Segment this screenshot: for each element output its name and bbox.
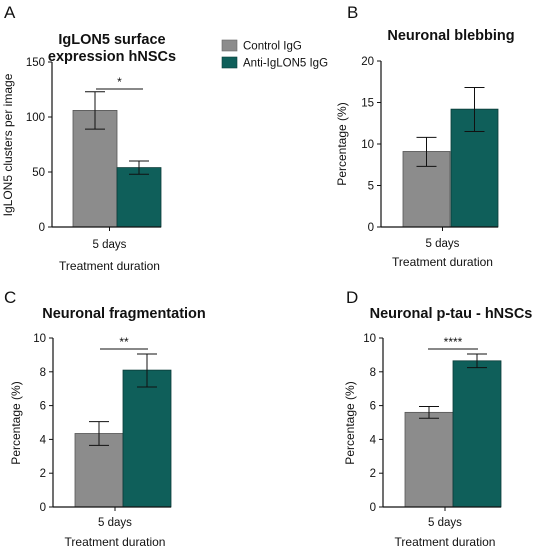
y-tick-label-a: 0 (39, 222, 45, 234)
y-tick-label-c: 0 (40, 502, 46, 514)
y-tick-label-d: 10 (363, 333, 376, 345)
significance-label-d: **** (444, 335, 463, 349)
legend-swatch-anti-iglon5 (221, 56, 238, 69)
y-axis-label-d: Percentage (%) (343, 381, 357, 464)
y-tick-label-a: 100 (26, 112, 45, 124)
y-tick-label-c: 8 (40, 367, 46, 379)
y-axis-label-c: Percentage (%) (9, 381, 23, 464)
x-tick-label-b: 5 days (426, 238, 460, 250)
panel-b: B Neuronal blebbing 0 5 10 15 20 5 days Treatmen… (335, 3, 515, 269)
y-tick-label-d: 6 (370, 401, 376, 413)
y-tick-label-c: 2 (40, 468, 46, 480)
x-axis-label-a: Treatment duration (59, 259, 160, 273)
y-tick-label-b: 0 (368, 222, 374, 234)
y-tick-label-a: 50 (32, 167, 45, 179)
y-tick-label-b: 20 (361, 56, 374, 68)
bar-control-d (404, 411, 454, 508)
y-tick-label-c: 10 (33, 333, 46, 345)
y-tick-label-d: 4 (370, 434, 377, 446)
legend-swatch-control (221, 39, 238, 52)
panel-letter-c: C (4, 288, 16, 307)
x-axis-label-d: Treatment duration (395, 535, 496, 549)
bar-anti-iglon5-d (452, 360, 502, 508)
y-axis-label-a: IgLON5 clusters per image (1, 73, 15, 216)
x-axis-label-b: Treatment duration (392, 255, 493, 269)
y-tick-label-d: 0 (370, 502, 376, 514)
chart-title-d: Neuronal p-tau - hNSCs (370, 306, 533, 322)
bar-anti-iglon5-a (116, 167, 162, 228)
chart-title-c: Neuronal fragmentation (42, 306, 206, 322)
y-tick-label-c: 4 (40, 434, 47, 446)
legend: Control IgG Anti-IgLON5 IgG (221, 39, 328, 70)
y-tick-label-b: 15 (361, 98, 374, 110)
x-axis-label-c: Treatment duration (65, 535, 166, 549)
legend-label-anti-iglon5: Anti-IgLON5 IgG (243, 58, 328, 70)
y-tick-label-a: 150 (26, 57, 45, 69)
y-axis-label-b: Percentage (%) (335, 102, 349, 185)
chart-title-a: IgLON5 surface (58, 32, 165, 48)
bar-control-a (72, 110, 118, 228)
panel-c: C Neuronal fragmentation 0 2 4 6 8 10 5 days Trea… (4, 288, 206, 549)
panel-letter-d: D (346, 288, 358, 307)
x-tick-label-c: 5 days (98, 517, 132, 529)
y-tick-label-b: 10 (361, 139, 374, 151)
chart-title-b: Neuronal blebbing (387, 28, 514, 44)
y-tick-label-d: 8 (370, 367, 376, 379)
legend-label-control: Control IgG (243, 41, 302, 53)
panel-letter-a: A (4, 3, 16, 22)
panel-d: D Neuronal p-tau - hNSCs 0 2 4 6 8 10 5 days Trea… (343, 288, 532, 549)
significance-label-a: * (117, 75, 122, 89)
panel-letter-b: B (347, 3, 358, 22)
x-tick-label-a: 5 days (93, 239, 127, 251)
y-tick-label-c: 6 (40, 401, 46, 413)
x-tick-label-d: 5 days (428, 517, 462, 529)
significance-label-c: ** (119, 335, 129, 349)
chart-title-a: expression hNSCs (48, 49, 176, 65)
y-tick-label-b: 5 (368, 181, 374, 193)
bar-anti-iglon5-c (122, 369, 172, 508)
y-tick-label-d: 2 (370, 468, 376, 480)
